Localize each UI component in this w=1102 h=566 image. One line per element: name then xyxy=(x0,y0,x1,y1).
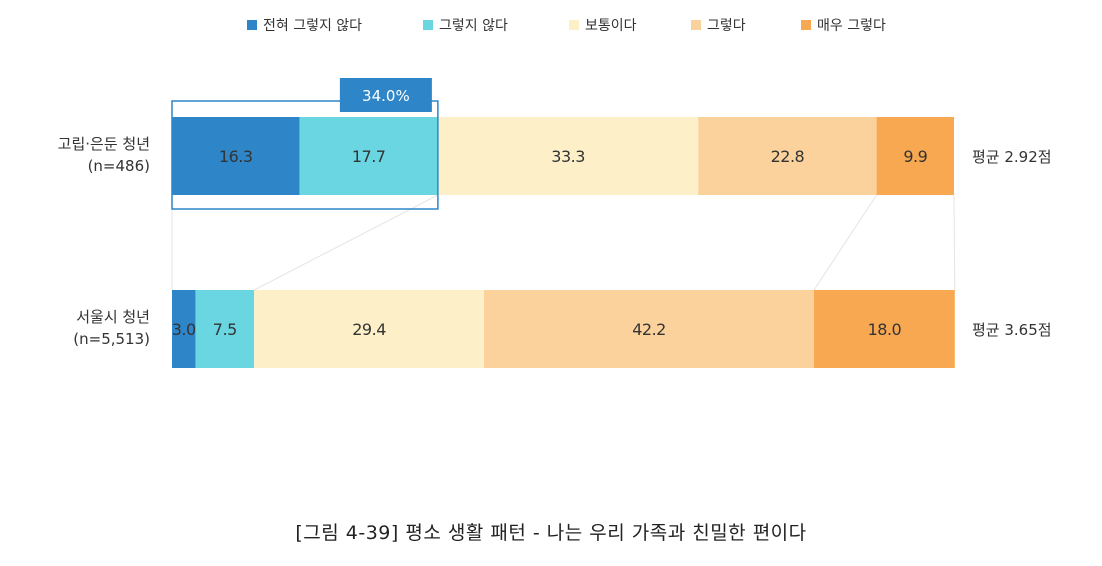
connector-line xyxy=(953,194,956,291)
legend-label-3: 보통이다 xyxy=(585,18,637,34)
connector-line xyxy=(253,194,439,291)
legend-label-1: 전혀 그렇지 않다 xyxy=(263,18,362,34)
bar-segment-r2-s5 xyxy=(814,290,955,368)
legend-swatch-1 xyxy=(247,20,257,30)
bar-segment-r1-s2 xyxy=(299,117,438,195)
legend-label-2: 그렇지 않다 xyxy=(439,18,508,34)
legend-swatch-4 xyxy=(691,20,701,30)
segment-value-label: 29.4 xyxy=(352,320,386,339)
legend-label-4: 그렇다 xyxy=(707,18,746,34)
bar-segment-r2-s3 xyxy=(254,290,485,368)
legend-swatch-3 xyxy=(569,20,579,30)
average-label-1: 평균 2.92점 xyxy=(972,148,1052,166)
bar-segment-r2-s1 xyxy=(172,290,196,368)
callout: 34.0% xyxy=(171,78,439,210)
figure-caption: [그림 4-39] 평소 생활 패턴 - 나는 우리 가족과 친밀한 편이다 xyxy=(295,522,807,544)
segment-value-label: 17.7 xyxy=(352,147,386,166)
segment-value-label: 22.8 xyxy=(771,147,805,166)
segment-value-label: 33.3 xyxy=(551,147,585,166)
segment-value-label: 18.0 xyxy=(868,320,902,339)
bar-segment-r2-s2 xyxy=(195,290,255,368)
legend-swatch-5 xyxy=(801,20,811,30)
legend-label-5: 매우 그렇다 xyxy=(817,18,886,34)
callout-badge xyxy=(339,78,432,112)
segment-value-label: 3.0 xyxy=(172,320,196,339)
bar-segment-r1-s4 xyxy=(698,117,877,195)
connector-line xyxy=(813,194,877,291)
bar-segment-r1-s5 xyxy=(876,117,954,195)
stacked-bar-chart: 전혀 그렇지 않다 그렇지 않다 보통이다 그렇다 매우 그렇다 16.3 17.7 33.… xyxy=(58,18,1052,368)
segment-value-label: 9.9 xyxy=(903,147,927,166)
segment-value-label: 16.3 xyxy=(219,147,253,166)
bar-segment-r2-s4 xyxy=(484,290,815,368)
bars: 16.3 17.7 33.3 22.8 9.9 3.0 7.5 29.4 42.2 18.0 xyxy=(172,117,955,368)
segment-value-label: 42.2 xyxy=(632,320,666,339)
legend-swatch-2 xyxy=(423,20,433,30)
segment-value-label: 7.5 xyxy=(213,320,237,339)
average-label-2: 평균 3.65점 xyxy=(972,321,1052,339)
bar-segment-r1-s1 xyxy=(172,117,300,195)
row-label-1: 고립·은둔 청년 (n=486) xyxy=(58,135,150,175)
callout-label: 34.0% xyxy=(362,87,410,105)
bar-segment-r1-s3 xyxy=(437,117,699,195)
legend: 전혀 그렇지 않다 그렇지 않다 보통이다 그렇다 매우 그렇다 xyxy=(247,18,886,34)
connector-lines xyxy=(171,194,956,291)
row-label-2: 서울시 청년 (n=5,513) xyxy=(73,308,150,348)
callout-frame xyxy=(171,100,439,210)
